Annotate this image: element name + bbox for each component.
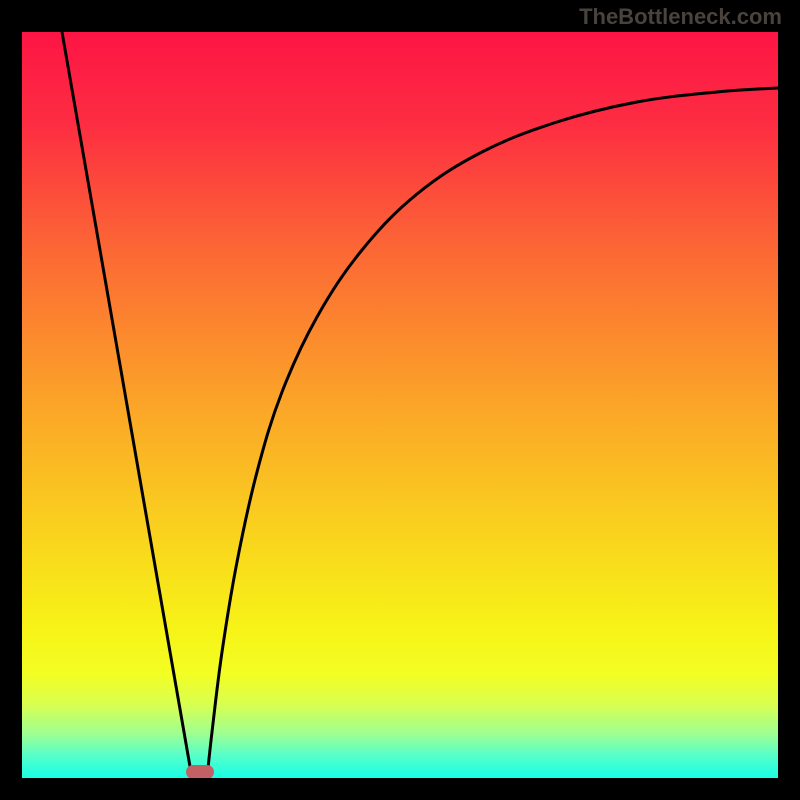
watermark-text: TheBottleneck.com — [579, 4, 782, 30]
optimum-marker — [186, 765, 214, 778]
plot-area — [22, 32, 778, 778]
bottleneck-curve — [22, 32, 778, 778]
